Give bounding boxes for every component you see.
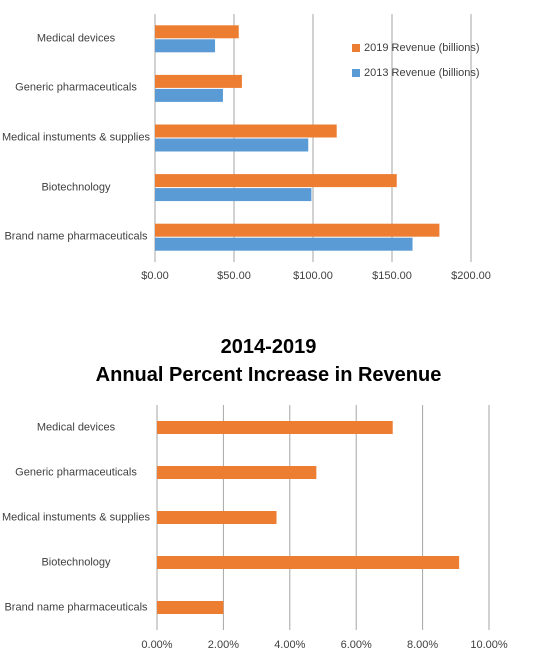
- bar: [155, 138, 309, 152]
- legend-swatch: [352, 44, 360, 52]
- y-tick-label: Medical devices: [36, 32, 116, 45]
- x-tick-label: $200.00: [451, 270, 491, 282]
- x-tick-label: $100.00: [293, 270, 333, 282]
- bar: [155, 174, 397, 188]
- y-tick-label: Brand name pharmaceuticals: [4, 601, 148, 613]
- y-tick-label: Brand name pharmaceuticals: [4, 230, 148, 243]
- bar: [157, 421, 393, 434]
- y-tick-label: Medical devices: [36, 421, 116, 433]
- bar: [157, 556, 460, 569]
- legend-swatch: [352, 69, 360, 77]
- bar: [155, 124, 337, 138]
- bar: [155, 237, 413, 251]
- chart-title: 2014-2019 Annual Percent Increase in Rev…: [95, 336, 442, 386]
- bar: [155, 188, 312, 202]
- legend-label: 2019 Revenue (billions): [364, 42, 480, 54]
- x-tick-label: 4.00%: [274, 639, 305, 651]
- x-tick-label: $150.00: [372, 270, 412, 282]
- y-tick-label: Biotechnology: [41, 556, 111, 568]
- y-tick-label: Generic pharmaceuticals: [15, 466, 137, 478]
- x-tick-label: 8.00%: [407, 639, 438, 651]
- x-tick-label: $50.00: [217, 270, 251, 282]
- bar: [155, 39, 216, 53]
- bar: [155, 223, 440, 237]
- y-tick-label: Biotechnology: [41, 181, 111, 194]
- bar: [157, 466, 317, 479]
- bar: [157, 511, 277, 524]
- x-tick-label: 0.00%: [141, 639, 172, 651]
- bar: [157, 601, 224, 614]
- x-tick-label: 6.00%: [341, 639, 372, 651]
- y-tick-label: Generic pharmaceuticals: [15, 81, 137, 94]
- y-tick-label: Medical instuments & supplies: [2, 131, 150, 144]
- y-tick-label: Medical instuments & supplies: [2, 511, 150, 523]
- bar: [155, 25, 239, 39]
- x-tick-label: $0.00: [141, 270, 169, 282]
- bar: [155, 88, 223, 102]
- bar: [155, 74, 242, 88]
- x-tick-label: 2.00%: [208, 639, 239, 651]
- legend-label: 2013 Revenue (billions): [364, 67, 480, 79]
- x-tick-label: 10.00%: [470, 639, 508, 651]
